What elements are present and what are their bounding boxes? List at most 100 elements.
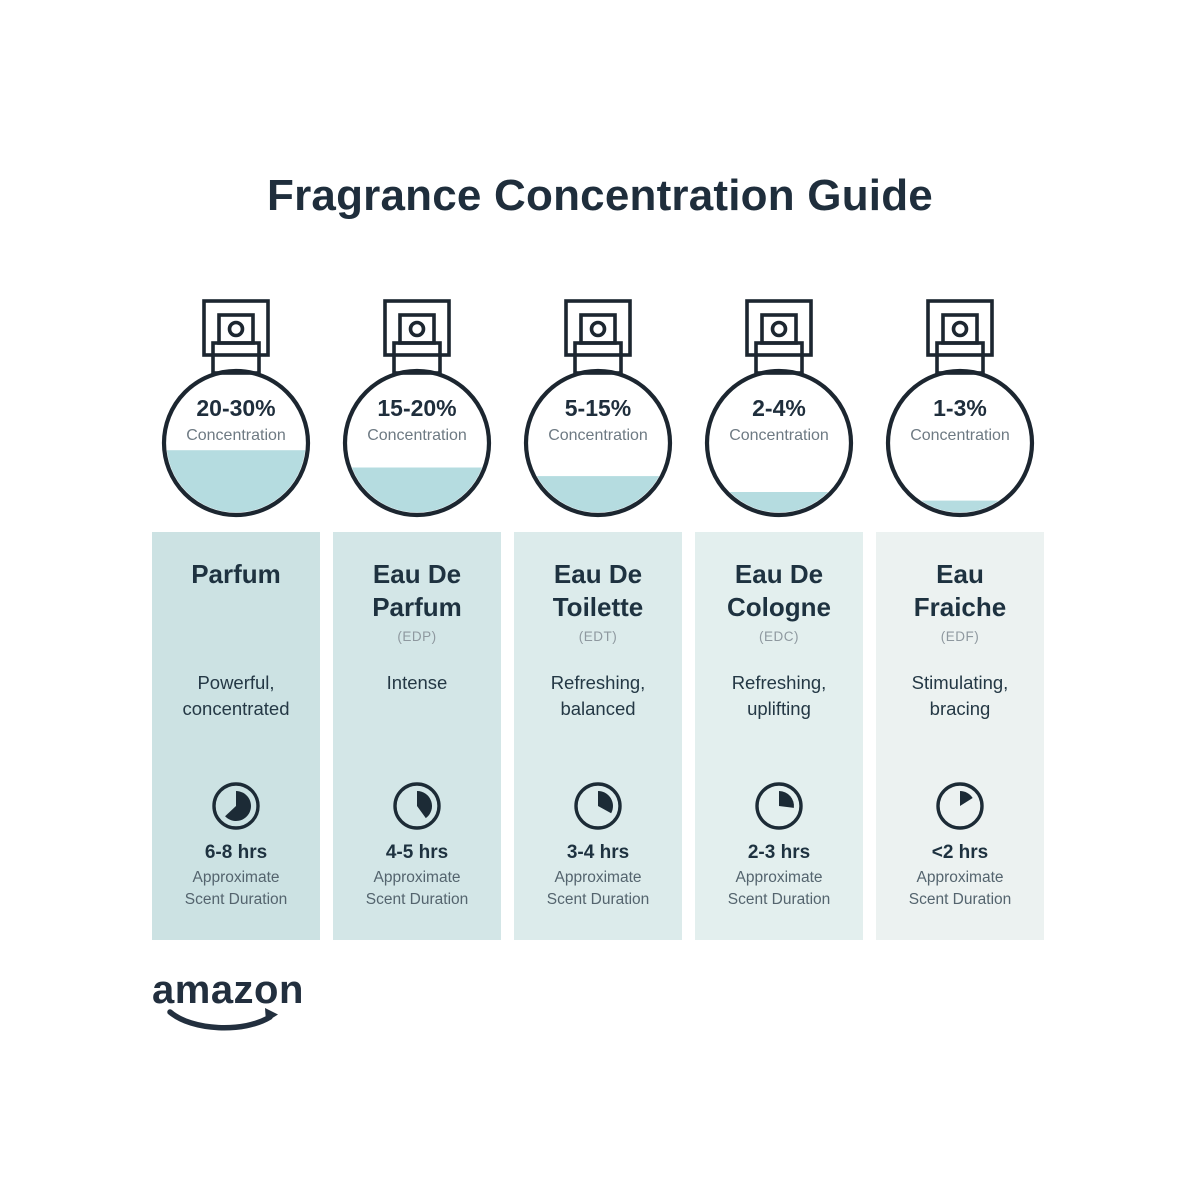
bottle-neck: [211, 341, 261, 375]
column-name-line: Toilette: [552, 592, 644, 623]
clock-wrap: [514, 780, 682, 832]
column-description-line: balanced: [560, 697, 636, 719]
bottle-body-outline: [342, 368, 492, 518]
column-description: Refreshing, balanced: [514, 670, 682, 780]
column-header: Eau De Cologne (EDC): [695, 558, 863, 670]
column-name-line: Eau De: [553, 559, 643, 589]
bottle-liquid-fill: [166, 450, 306, 513]
bottle-concentration-label: Concentration: [186, 427, 286, 444]
scent-duration-clock-icon: [755, 782, 803, 830]
bottle-cap: [564, 299, 632, 357]
column-description: Stimulating, bracing: [876, 670, 1044, 780]
column-description: Refreshing, uplifting: [695, 670, 863, 780]
column-caption-line: Scent Duration: [184, 891, 288, 908]
scent-duration-clock-icon: [393, 782, 441, 830]
column-caption-line: Approximate: [192, 869, 280, 886]
column-caption-line: Approximate: [373, 869, 461, 886]
perfume-bottle: 5-15% Concentration: [514, 295, 682, 520]
column-description: Intense: [333, 670, 501, 780]
bottle-nozzle-hole-icon: [408, 320, 426, 338]
column-duration-caption: Approximate Scent Duration: [333, 867, 501, 911]
columns-row: Parfum Powerful, concentrated 6-8 hrs Approx…: [152, 532, 1044, 940]
bottle-nozzle: [579, 313, 617, 345]
amazon-smile-icon: [167, 1008, 278, 1031]
bottle-cap: [383, 299, 451, 357]
bottle-concentration-label: Concentration: [548, 427, 648, 444]
column-name: Eau De Parfum: [333, 558, 501, 625]
perfume-bottle: 2-4% Concentration: [695, 295, 863, 520]
column-name-line: Parfum: [191, 559, 281, 589]
fragrance-type-column: Eau De Parfum (EDP) Intense 4-5 hrs Approxima…: [333, 532, 501, 940]
perfume-bottle-icon: 2-4% Concentration: [704, 299, 854, 518]
bottle-concentration: 20-30%: [196, 395, 275, 421]
column-caption-line: Scent Duration: [546, 891, 650, 908]
column-name: Eau De Cologne: [695, 558, 863, 625]
column-name-line: Eau De: [734, 559, 824, 589]
column-caption-line: Approximate: [554, 869, 642, 886]
fragrance-type-column: Eau Fraiche (EDF) Stimulating, bracing <2 hrs…: [876, 532, 1044, 940]
bottle-body-outline: [885, 368, 1035, 518]
column-name-line: Eau De: [372, 559, 462, 589]
bottle-nozzle: [941, 313, 979, 345]
column-abbreviation: (EDP): [397, 628, 437, 644]
bottle-nozzle: [760, 313, 798, 345]
bottle-concentration: 2-4%: [752, 395, 806, 421]
bottle-concentration: 1-3%: [933, 395, 987, 421]
bottle-cap: [745, 299, 813, 357]
amazon-logo-text: amazon: [152, 968, 304, 1012]
column-duration: 6-8 hrs: [204, 842, 268, 863]
clock-elapsed-wedge: [960, 791, 973, 806]
bottle-nozzle-hole-icon: [227, 320, 245, 338]
bottle-concentration-label: Concentration: [729, 427, 829, 444]
bottle-nozzle: [398, 313, 436, 345]
perfume-bottle-icon: 20-30% Concentration: [161, 299, 311, 518]
bottle-neck: [573, 341, 623, 375]
column-description-line: bracing: [929, 697, 991, 719]
column-caption-line: Approximate: [916, 869, 1004, 886]
scent-duration-clock-icon: [212, 782, 260, 830]
column-caption-line: Scent Duration: [727, 891, 831, 908]
clock-wrap: [333, 780, 501, 832]
column-description-line: concentrated: [182, 697, 290, 719]
clock-elapsed-wedge: [225, 791, 252, 821]
column-duration: 2-3 hrs: [747, 842, 811, 863]
column-description-line: Powerful,: [197, 672, 275, 693]
fragrance-type-column: Eau De Cologne (EDC) Refreshing, uplifting 2-…: [695, 532, 863, 940]
bottle-concentration: 15-20%: [377, 395, 456, 421]
column-duration: <2 hrs: [931, 842, 989, 863]
bottle-body-outline: [704, 368, 854, 518]
column-duration: 4-5 hrs: [385, 842, 449, 863]
bottle-concentration-label: Concentration: [910, 427, 1010, 444]
column-duration-caption: Approximate Scent Duration: [695, 867, 863, 911]
column-name-line: Fraiche: [913, 592, 1007, 623]
column-duration-caption: Approximate Scent Duration: [514, 867, 682, 911]
column-caption-line: Approximate: [735, 869, 823, 886]
perfume-bottle-icon: 15-20% Concentration: [342, 299, 492, 518]
column-description-line: uplifting: [747, 697, 811, 719]
scent-duration-clock-icon: [936, 782, 984, 830]
column-name: Eau De Toilette: [514, 558, 682, 625]
bottle-neck: [754, 341, 804, 375]
column-duration: 3-4 hrs: [566, 842, 630, 863]
perfume-bottle: 1-3% Concentration: [876, 295, 1044, 520]
bottle-body-outline: [161, 368, 311, 518]
bottle-liquid-fill: [890, 500, 1030, 513]
perfume-bottle-icon: 1-3% Concentration: [885, 299, 1035, 518]
bottles-row: 20-30% Concentration 15-20% Concentration 5-…: [152, 295, 1044, 520]
bottle-nozzle-hole-icon: [951, 320, 969, 338]
perfume-bottle: 15-20% Concentration: [333, 295, 501, 520]
column-description-line: Refreshing,: [550, 672, 646, 693]
column-description: Powerful, concentrated: [152, 670, 320, 780]
column-header: Eau Fraiche (EDF): [876, 558, 1044, 670]
clock-elapsed-wedge: [598, 791, 613, 814]
column-name-line: Parfum: [372, 592, 462, 623]
column-name-line: Cologne: [727, 592, 831, 623]
column-name-line: Eau: [936, 559, 984, 589]
column-caption-line: Scent Duration: [908, 891, 1012, 908]
clock-elapsed-wedge: [779, 791, 794, 808]
clock-wrap: [876, 780, 1044, 832]
fragrance-type-column: Eau De Toilette (EDT) Refreshing, balanced 3-…: [514, 532, 682, 940]
column-header: Eau De Toilette (EDT): [514, 558, 682, 670]
bottle-cap: [926, 299, 994, 357]
amazon-logo: amazon: [152, 970, 322, 1032]
